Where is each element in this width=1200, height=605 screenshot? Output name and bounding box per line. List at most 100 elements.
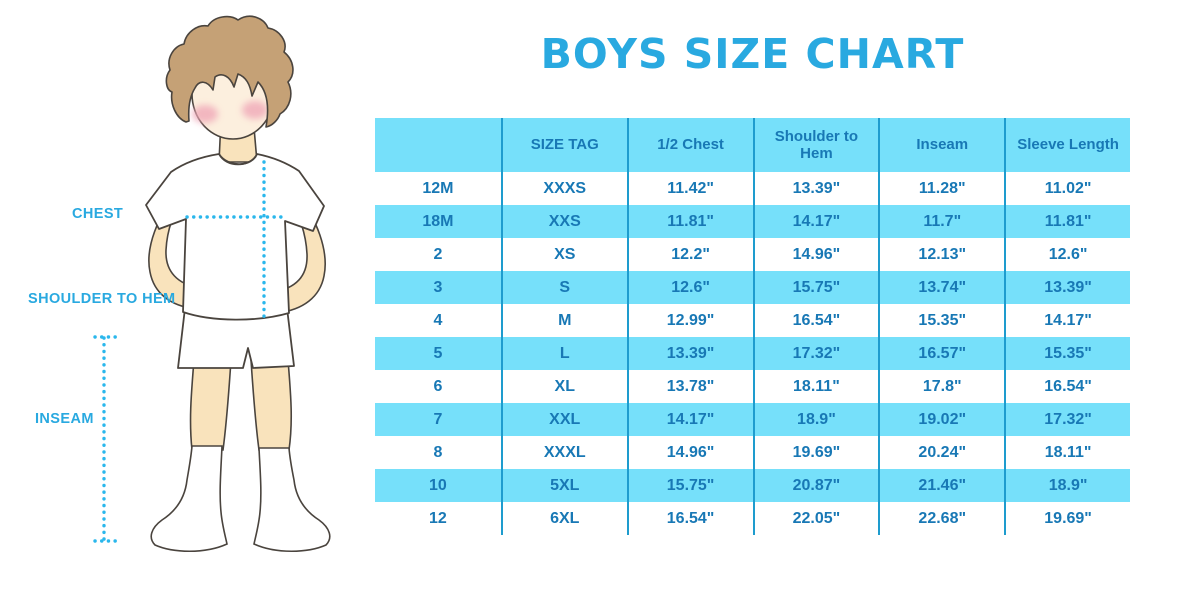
column-header: Sleeve Length	[1004, 118, 1130, 172]
table-cell: 19.69"	[752, 436, 879, 469]
table-cell: 17.8"	[878, 370, 1004, 403]
blush-left-icon	[192, 105, 218, 123]
right-sock	[253, 447, 331, 552]
table-row: 12 6XL 16.54" 22.05" 22.68" 19.69"	[375, 502, 1130, 535]
blush-right-icon	[242, 101, 268, 119]
left-leg	[189, 359, 232, 451]
boy-figure-svg	[93, 15, 331, 552]
table-cell: M	[500, 304, 627, 337]
table-cell: 19.69"	[1004, 502, 1130, 535]
table-cell: 14.17"	[752, 205, 879, 238]
inseam-label: INSEAM	[35, 411, 94, 427]
size-table-header: SIZE TAG 1/2 Chest Shoulder to Hem Inseam Sl…	[375, 118, 1130, 172]
table-cell: 7	[433, 410, 443, 428]
boy-figure	[0, 0, 375, 600]
table-row: 7 XXL 14.17" 18.9" 19.02" 17.32"	[375, 403, 1130, 436]
table-cell: 16.54"	[752, 304, 879, 337]
table-cell: 15.75"	[752, 271, 879, 304]
shoulder-to-hem-label: SHOULDER TO HEM	[28, 291, 176, 307]
table-cell: 13.39"	[752, 172, 879, 205]
column-header	[375, 118, 501, 172]
table-cell: 20.24"	[878, 436, 1004, 469]
column-header: Inseam	[878, 118, 1004, 172]
table-cell: XS	[500, 238, 627, 271]
size-table-body: 12M XXXS 11.42" 13.39" 11.28" 11.02" 18M XXS 11.…	[375, 172, 1130, 535]
table-cell: 8	[433, 443, 443, 461]
table-cell: XL	[500, 370, 627, 403]
table-cell: 18M	[422, 212, 454, 230]
table-cell: XXL	[500, 403, 627, 436]
table-row: 6 XL 13.78" 18.11" 17.8" 16.54"	[375, 370, 1130, 403]
table-cell: 12	[429, 509, 447, 527]
table-row: 10 5XL 15.75" 20.87" 21.46" 18.9"	[375, 469, 1130, 502]
table-cell: 11.42"	[626, 172, 753, 205]
column-header: SIZE TAG	[500, 118, 627, 172]
hair	[165, 15, 294, 128]
table-cell: 12.99"	[626, 304, 753, 337]
table-cell: 13.78"	[626, 370, 753, 403]
table-cell: 10	[429, 476, 447, 494]
table-cell: XXXS	[500, 172, 627, 205]
table-row: 4 M 12.99" 16.54" 15.35" 14.17"	[375, 304, 1130, 337]
table-cell: 11.7"	[878, 205, 1004, 238]
left-sock	[150, 445, 228, 552]
table-cell: S	[500, 271, 627, 304]
table-cell: XXXL	[500, 436, 627, 469]
table-cell: 2	[433, 245, 443, 263]
table-cell: 14.17"	[626, 403, 753, 436]
table-cell: 15.35"	[878, 304, 1004, 337]
table-cell: 5XL	[500, 469, 627, 502]
table-row: 5 L 13.39" 17.32" 16.57" 15.35"	[375, 337, 1130, 370]
table-cell: 13.39"	[626, 337, 753, 370]
table-cell: 14.96"	[752, 238, 879, 271]
shirt-collar	[218, 153, 258, 166]
column-header: 1/2 Chest	[626, 118, 753, 172]
table-cell: 19.02"	[878, 403, 1004, 436]
table-cell: 18.9"	[752, 403, 879, 436]
table-cell: 11.81"	[626, 205, 753, 238]
table-row: 8 XXXL 14.96" 19.69" 20.24" 18.11"	[375, 436, 1130, 469]
table-cell: 12.6"	[1004, 238, 1130, 271]
table-cell: XXS	[500, 205, 627, 238]
table-cell: 13.74"	[878, 271, 1004, 304]
table-cell: 16.54"	[626, 502, 753, 535]
table-cell: 13.39"	[1004, 271, 1130, 304]
table-row: 18M XXS 11.81" 14.17" 11.7" 11.81"	[375, 205, 1130, 238]
table-row: 3 S 12.6" 15.75" 13.74" 13.39"	[375, 271, 1130, 304]
table-cell: 16.57"	[878, 337, 1004, 370]
table-cell: 3	[433, 278, 443, 296]
table-cell: 4	[433, 311, 443, 329]
table-cell: 17.32"	[752, 337, 879, 370]
chest-label: CHEST	[72, 206, 124, 222]
table-row: 2 XS 12.2" 14.96" 12.13" 12.6"	[375, 238, 1130, 271]
page-title: BOYS SIZE CHART	[540, 30, 965, 78]
table-cell: 18.11"	[1004, 436, 1130, 469]
table-cell: 11.02"	[1004, 172, 1130, 205]
table-cell: 18.11"	[752, 370, 879, 403]
table-cell: 21.46"	[878, 469, 1004, 502]
table-cell: 12.2"	[626, 238, 753, 271]
table-cell: 22.68"	[878, 502, 1004, 535]
table-cell: 11.81"	[1004, 205, 1130, 238]
table-cell: 18.9"	[1004, 469, 1130, 502]
table-cell: 22.05"	[752, 502, 879, 535]
table-cell: 12.6"	[626, 271, 753, 304]
table-cell: 17.32"	[1004, 403, 1130, 436]
table-cell: 11.28"	[878, 172, 1004, 205]
table-cell: 6XL	[500, 502, 627, 535]
column-header: Shoulder to Hem	[752, 118, 879, 172]
table-row: 12M XXXS 11.42" 13.39" 11.28" 11.02"	[375, 172, 1130, 205]
table-cell: 6	[433, 377, 443, 395]
table-cell: 14.17"	[1004, 304, 1130, 337]
right-leg	[250, 359, 293, 451]
table-cell: 16.54"	[1004, 370, 1130, 403]
table-cell: 15.75"	[626, 469, 753, 502]
table-cell: 12M	[422, 179, 454, 197]
table-cell: 20.87"	[752, 469, 879, 502]
table-cell: 15.35"	[1004, 337, 1130, 370]
size-table: SIZE TAG 1/2 Chest Shoulder to Hem Inseam Sl…	[375, 118, 1130, 535]
table-cell: 14.96"	[626, 436, 753, 469]
table-cell: 5	[433, 344, 443, 362]
table-cell: L	[500, 337, 627, 370]
table-cell: 12.13"	[878, 238, 1004, 271]
